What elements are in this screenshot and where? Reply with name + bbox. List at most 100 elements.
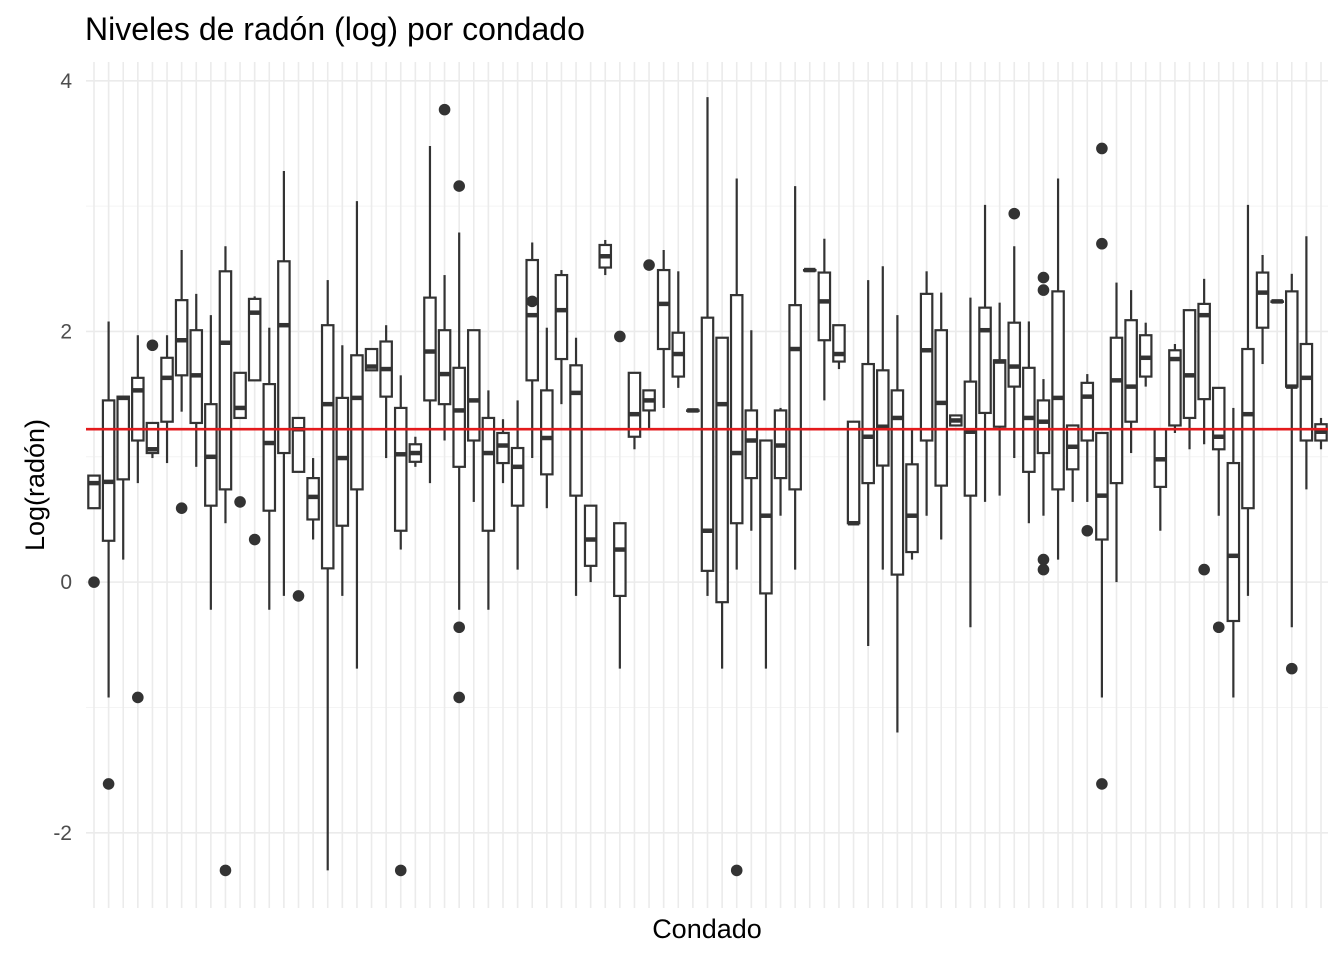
box-iqr xyxy=(218,270,233,491)
box-iqr xyxy=(1211,386,1226,451)
y-tick-label: 0 xyxy=(60,571,72,594)
county-box xyxy=(671,271,686,388)
county-box xyxy=(1284,273,1299,675)
county-box xyxy=(1138,322,1153,387)
county-box xyxy=(642,259,656,430)
box-iqr xyxy=(540,389,554,476)
box-iqr xyxy=(87,474,101,510)
outlier-point xyxy=(1285,662,1298,675)
outlier-point xyxy=(526,295,539,308)
box-iqr xyxy=(262,383,277,512)
county-box xyxy=(1197,278,1211,576)
outlier-point xyxy=(1037,284,1050,296)
county-box xyxy=(1007,207,1022,459)
county-box xyxy=(408,436,423,467)
outlier-point xyxy=(146,339,159,352)
box-iqr xyxy=(1226,461,1241,623)
box-iqr xyxy=(233,371,247,420)
county-box xyxy=(437,103,452,441)
outlier-point xyxy=(248,533,261,546)
box-iqr xyxy=(247,297,262,382)
county-box xyxy=(1124,290,1138,454)
county-box xyxy=(131,335,145,704)
county-box xyxy=(729,178,744,877)
county-box xyxy=(320,280,335,871)
box-iqr xyxy=(131,376,145,442)
box-iqr xyxy=(744,409,759,480)
box-iqr xyxy=(861,362,875,485)
box-iqr xyxy=(656,268,671,351)
county-box xyxy=(1270,299,1284,304)
county-box xyxy=(802,267,817,273)
county-box xyxy=(1255,255,1270,365)
y-tick-labels: -2 0 2 4 xyxy=(53,70,72,845)
county-box xyxy=(87,474,101,588)
box-iqr xyxy=(423,296,437,402)
box-iqr xyxy=(905,463,919,554)
county-box xyxy=(350,201,364,669)
outlier-point xyxy=(438,103,451,116)
county-box xyxy=(145,339,160,459)
outlier-point xyxy=(643,259,655,271)
box-iqr xyxy=(145,421,160,455)
box-iqr xyxy=(583,504,598,567)
box-iqr xyxy=(875,369,890,467)
county-box xyxy=(1022,321,1036,524)
county-box xyxy=(613,330,627,669)
outlier-point xyxy=(1096,778,1108,790)
county-box xyxy=(978,204,992,502)
box-iqr xyxy=(1080,381,1095,442)
county-box xyxy=(846,420,861,526)
county-box xyxy=(364,347,379,372)
county-box xyxy=(218,246,233,877)
box-iqr xyxy=(992,359,1007,428)
county-box xyxy=(554,270,569,405)
box-iqr xyxy=(1095,431,1109,541)
box-iqr xyxy=(978,306,992,415)
box-iqr xyxy=(350,354,364,491)
county-box xyxy=(890,315,905,733)
county-box xyxy=(525,242,540,459)
outlier-point xyxy=(102,778,115,790)
outlier-point xyxy=(1037,563,1050,576)
county-box xyxy=(262,327,277,610)
box-iqr xyxy=(613,522,627,598)
outlier-point xyxy=(132,691,144,704)
county-box xyxy=(393,375,408,877)
county-box xyxy=(627,371,642,450)
box-iqr xyxy=(1168,349,1182,427)
box-iqr xyxy=(116,395,131,481)
box-iqr xyxy=(788,304,802,491)
county-box xyxy=(379,325,393,459)
box-iqr xyxy=(1007,321,1022,388)
box-iqr xyxy=(1197,302,1211,401)
outlier-point xyxy=(1096,142,1108,155)
box-iqr xyxy=(1036,399,1051,455)
chart-title: Niveles de radón (log) por condado xyxy=(85,11,585,47)
county-box xyxy=(1226,407,1241,698)
box-iqr xyxy=(832,324,846,363)
box-iqr xyxy=(437,329,452,406)
county-box xyxy=(1095,142,1109,790)
county-box xyxy=(335,345,350,596)
county-box xyxy=(233,371,247,508)
county-box xyxy=(700,97,715,596)
county-box xyxy=(963,297,978,628)
box-iqr xyxy=(846,420,861,525)
county-box xyxy=(905,429,919,560)
y-tick-label: -2 xyxy=(53,822,72,845)
county-box xyxy=(1109,282,1124,583)
county-box xyxy=(715,336,729,669)
y-axis-title: Log(radón) xyxy=(20,419,50,551)
county-box xyxy=(817,238,832,401)
county-box xyxy=(306,458,320,540)
county-box xyxy=(466,329,481,502)
outlier-point xyxy=(453,691,465,704)
box-iqr xyxy=(481,416,496,532)
box-iqr xyxy=(919,292,934,442)
county-box xyxy=(1299,236,1314,490)
county-box xyxy=(1080,374,1095,537)
outlier-point xyxy=(219,864,232,877)
box-iqr xyxy=(963,380,978,497)
